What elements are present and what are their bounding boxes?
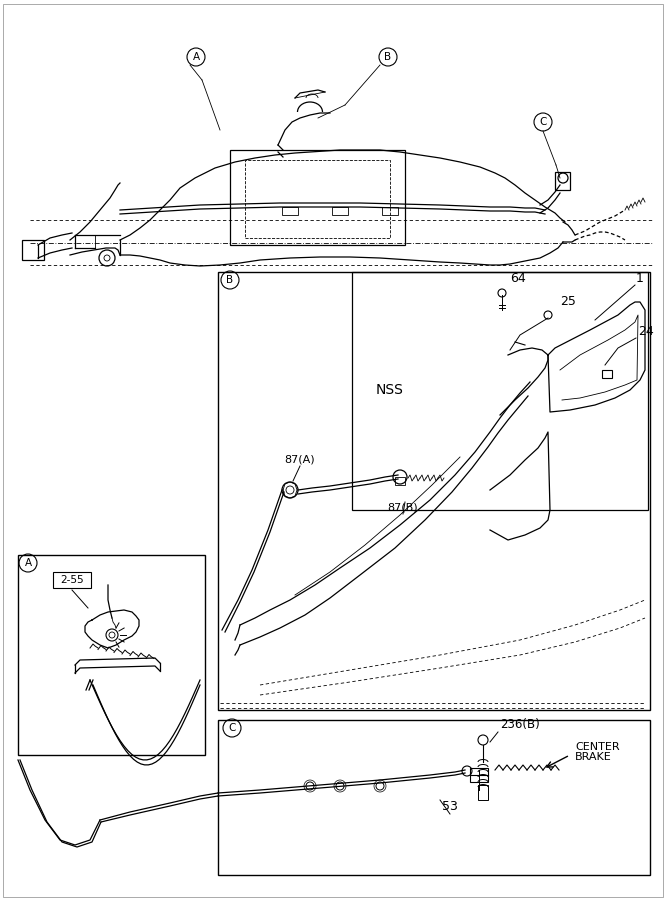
Bar [282,207,298,215]
Text: 2-55: 2-55 [60,575,84,585]
Text: B: B [384,52,392,62]
Text: A: A [25,558,31,568]
Bar [395,477,405,485]
Text: BRAKE: BRAKE [575,752,612,762]
Bar [555,172,570,190]
Bar [18,555,205,755]
Text: B: B [226,275,233,285]
Bar [22,240,44,260]
Bar [230,150,405,245]
Text: C: C [228,723,235,733]
Text: 87(B): 87(B) [388,502,418,512]
Bar [218,720,650,875]
Text: 64: 64 [510,272,526,285]
Bar [332,207,348,215]
Text: 24: 24 [638,325,654,338]
Bar [382,207,398,215]
Bar [245,160,390,238]
Bar [53,572,91,588]
Bar [602,370,612,378]
Text: 1: 1 [636,272,644,285]
Text: 25: 25 [560,295,576,308]
Text: 236(B): 236(B) [500,718,540,731]
Bar [75,235,95,248]
Bar [352,272,648,510]
Bar [218,272,650,710]
Text: 53: 53 [442,800,458,813]
Bar [470,768,488,782]
Text: NSS: NSS [376,383,404,397]
Text: CENTER: CENTER [575,742,620,752]
Text: C: C [540,117,547,127]
Bar [478,785,488,800]
Text: A: A [193,52,199,62]
Text: 87(A): 87(A) [285,454,315,464]
